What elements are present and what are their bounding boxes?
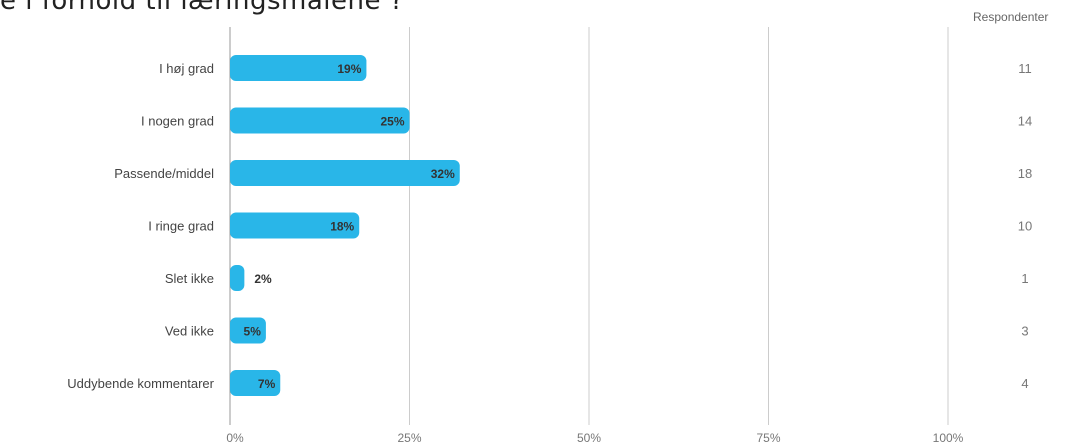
bar xyxy=(230,370,281,396)
x-tick-label: 100% xyxy=(933,431,964,445)
value-label: 18% xyxy=(330,220,354,234)
category-label: Passende/middel xyxy=(114,166,214,181)
chart-title: e i forhold til læringsmålene ? xyxy=(0,0,405,16)
x-tick-label: 50% xyxy=(577,431,601,445)
respondent-count: 4 xyxy=(1021,376,1028,391)
respondent-count: 3 xyxy=(1021,324,1028,339)
category-label: Uddybende kommentarer xyxy=(67,376,214,391)
category-label: I nogen grad xyxy=(141,114,214,129)
bar xyxy=(230,107,410,134)
bar xyxy=(230,265,245,291)
value-label: 2% xyxy=(254,272,272,286)
value-label: 7% xyxy=(258,377,276,391)
bar xyxy=(230,212,360,239)
respondent-count: 18 xyxy=(1018,166,1032,181)
respondent-count: 14 xyxy=(1018,114,1032,129)
respondents-header: Respondenter xyxy=(973,10,1049,24)
bar xyxy=(230,160,460,186)
category-label: I ringe grad xyxy=(148,219,214,234)
bar xyxy=(230,55,367,81)
respondent-count: 1 xyxy=(1021,271,1028,286)
x-tick-label: 0% xyxy=(226,431,244,445)
value-label: 25% xyxy=(380,115,404,129)
category-label: I høj grad xyxy=(159,61,214,76)
bar xyxy=(230,317,266,344)
value-label: 5% xyxy=(244,325,262,339)
category-label: Ved ikke xyxy=(165,324,214,339)
x-tick-label: 75% xyxy=(756,431,780,445)
value-label: 19% xyxy=(337,62,361,76)
value-label: 32% xyxy=(431,167,455,181)
x-tick-label: 25% xyxy=(397,431,421,445)
respondent-count: 10 xyxy=(1018,219,1032,234)
respondent-count: 11 xyxy=(1018,61,1032,76)
category-label: Slet ikke xyxy=(165,271,214,286)
